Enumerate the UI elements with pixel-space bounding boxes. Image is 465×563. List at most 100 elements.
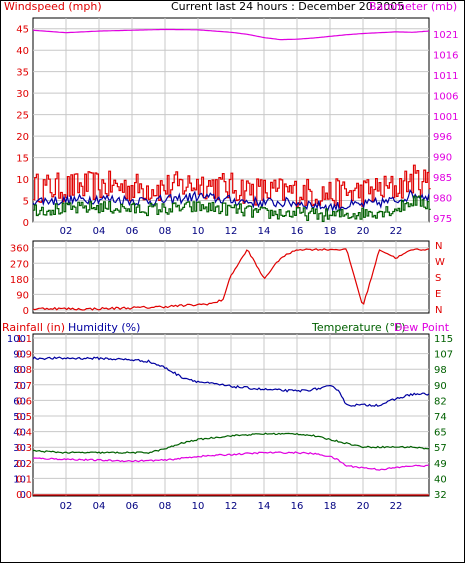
direction-tick-label: 180	[10, 275, 29, 286]
barometer-tick-label: 1016	[433, 50, 458, 61]
windspeed-tick-label: 0	[23, 218, 29, 229]
barometer-tick-label: 985	[433, 173, 452, 184]
humidity-tick-label: 50	[13, 412, 26, 423]
temperature-tick-label: 115	[434, 334, 453, 345]
temperature-tick-label: 98	[434, 365, 447, 376]
rainfall-tick-label: 0.0	[16, 490, 32, 501]
compass-tick-label: W	[435, 257, 445, 268]
temperature-axis-title: Temperature (°F)	[311, 321, 406, 334]
series-line-3	[33, 195, 431, 222]
x-tick-label: 04	[93, 226, 106, 237]
rainfall-axis-title: Rainfall (in)	[2, 321, 65, 334]
compass-tick-label: E	[435, 289, 441, 300]
x-tick-label: 10	[192, 226, 205, 237]
x-tick-label: 16	[291, 226, 304, 237]
humidity-tick-label: 60	[13, 396, 26, 407]
humidity-tick-label: 80	[13, 365, 26, 376]
windspeed-tick-label: 10	[16, 175, 29, 186]
temperature-tick-label: 49	[434, 459, 447, 470]
barometer-tick-label: 990	[433, 153, 452, 164]
x-tick-label: 08	[159, 226, 172, 237]
barometer-tick-label: 996	[433, 132, 452, 143]
compass-tick-label: S	[435, 273, 441, 284]
x-tick-label: 06	[126, 226, 139, 237]
rainfall-tick-label: 0.8	[16, 365, 32, 376]
windspeed-tick-label: 20	[16, 132, 29, 143]
x-tick-label: 10	[192, 501, 205, 512]
rainfall-tick-label: 0.3	[16, 443, 32, 454]
chart-title: Current last 24 hours : December 20 2005	[171, 0, 404, 13]
x-tick-label: 04	[93, 501, 106, 512]
humidity-tick-label: 40	[13, 428, 26, 439]
humidity-tick-label: 30	[13, 443, 26, 454]
barometer-tick-label: 980	[433, 194, 452, 205]
x-tick-label: 22	[390, 226, 403, 237]
humidity-tick-label: 70	[13, 381, 26, 392]
x-tick-label: 02	[60, 226, 73, 237]
windspeed-tick-label: 15	[16, 154, 29, 165]
rainfall-tick-label: 1.1	[16, 334, 32, 345]
rainfall-tick-label: 0.9	[16, 350, 32, 361]
temperature-tick-label: 40	[434, 474, 447, 485]
x-tick-label: 12	[225, 501, 238, 512]
series-line-1	[33, 164, 431, 209]
humidity-tick-label: 100	[7, 334, 26, 345]
windspeed-axis-title: Windspeed (mph)	[4, 0, 102, 13]
x-tick-label: 14	[258, 226, 271, 237]
rainfall-tick-label: 0.7	[16, 381, 32, 392]
temperature-tick-label: 82	[434, 396, 447, 407]
windspeed-tick-label: 30	[16, 89, 29, 100]
temperature-tick-label: 65	[434, 428, 447, 439]
x-tick-label: 18	[324, 226, 337, 237]
x-tick-label: 06	[126, 501, 139, 512]
series-line-2	[32, 188, 430, 214]
windspeed-tick-label: 5	[23, 197, 29, 208]
series-line-0	[32, 28, 430, 41]
barometer-tick-label: 975	[433, 214, 452, 225]
barometer-axis-title: Barometer (mb)	[369, 0, 457, 13]
windspeed-tick-label: 25	[16, 111, 29, 122]
direction-tick-label: 0	[23, 306, 29, 317]
x-tick-label: 08	[159, 501, 172, 512]
series-line-temperature	[32, 432, 430, 455]
x-tick-label: 20	[357, 226, 370, 237]
temperature-tick-label: 90	[434, 381, 447, 392]
x-tick-label: 18	[324, 501, 337, 512]
series-line-humidity	[32, 356, 430, 407]
direction-tick-label: 360	[10, 244, 29, 255]
temperature-tick-label: 107	[434, 350, 453, 361]
windspeed-tick-label: 35	[16, 68, 29, 79]
compass-tick-label: N	[435, 305, 442, 316]
humidity-tick-label: 0	[20, 490, 26, 501]
barometer-tick-label: 1021	[433, 30, 458, 41]
barometer-tick-label: 1006	[433, 91, 458, 102]
series-line-dew-point	[32, 451, 429, 471]
rainfall-tick-label: 0.2	[16, 459, 32, 470]
barometer-tick-label: 1001	[433, 112, 458, 123]
wind-direction-line	[32, 248, 430, 311]
compass-tick-label: N	[435, 241, 442, 252]
rainfall-tick-label: 0.4	[16, 428, 32, 439]
humidity-tick-label: 10	[13, 474, 26, 485]
rainfall-tick-label: 0.5	[16, 412, 32, 423]
humidity-tick-label: 20	[13, 459, 26, 470]
temperature-tick-label: 74	[434, 412, 447, 423]
barometer-tick-label: 1011	[433, 71, 458, 82]
dewpoint-axis-title: Dew Point	[394, 321, 450, 334]
humidity-tick-label: 90	[13, 350, 26, 361]
x-tick-label: 16	[291, 501, 304, 512]
x-tick-label: 02	[60, 501, 73, 512]
rainfall-tick-label: 0.6	[16, 396, 32, 407]
direction-tick-label: 270	[10, 259, 29, 270]
windspeed-tick-label: 40	[16, 46, 29, 57]
humidity-axis-title: Humidity (%)	[68, 321, 140, 334]
x-tick-label: 12	[225, 226, 238, 237]
x-tick-label: 20	[357, 501, 370, 512]
rainfall-tick-label: 0.1	[16, 474, 32, 485]
x-tick-label: 14	[258, 501, 271, 512]
temperature-tick-label: 32	[434, 490, 447, 501]
temperature-tick-label: 57	[434, 443, 447, 454]
x-tick-label: 22	[390, 501, 403, 512]
windspeed-tick-label: 45	[16, 25, 29, 36]
